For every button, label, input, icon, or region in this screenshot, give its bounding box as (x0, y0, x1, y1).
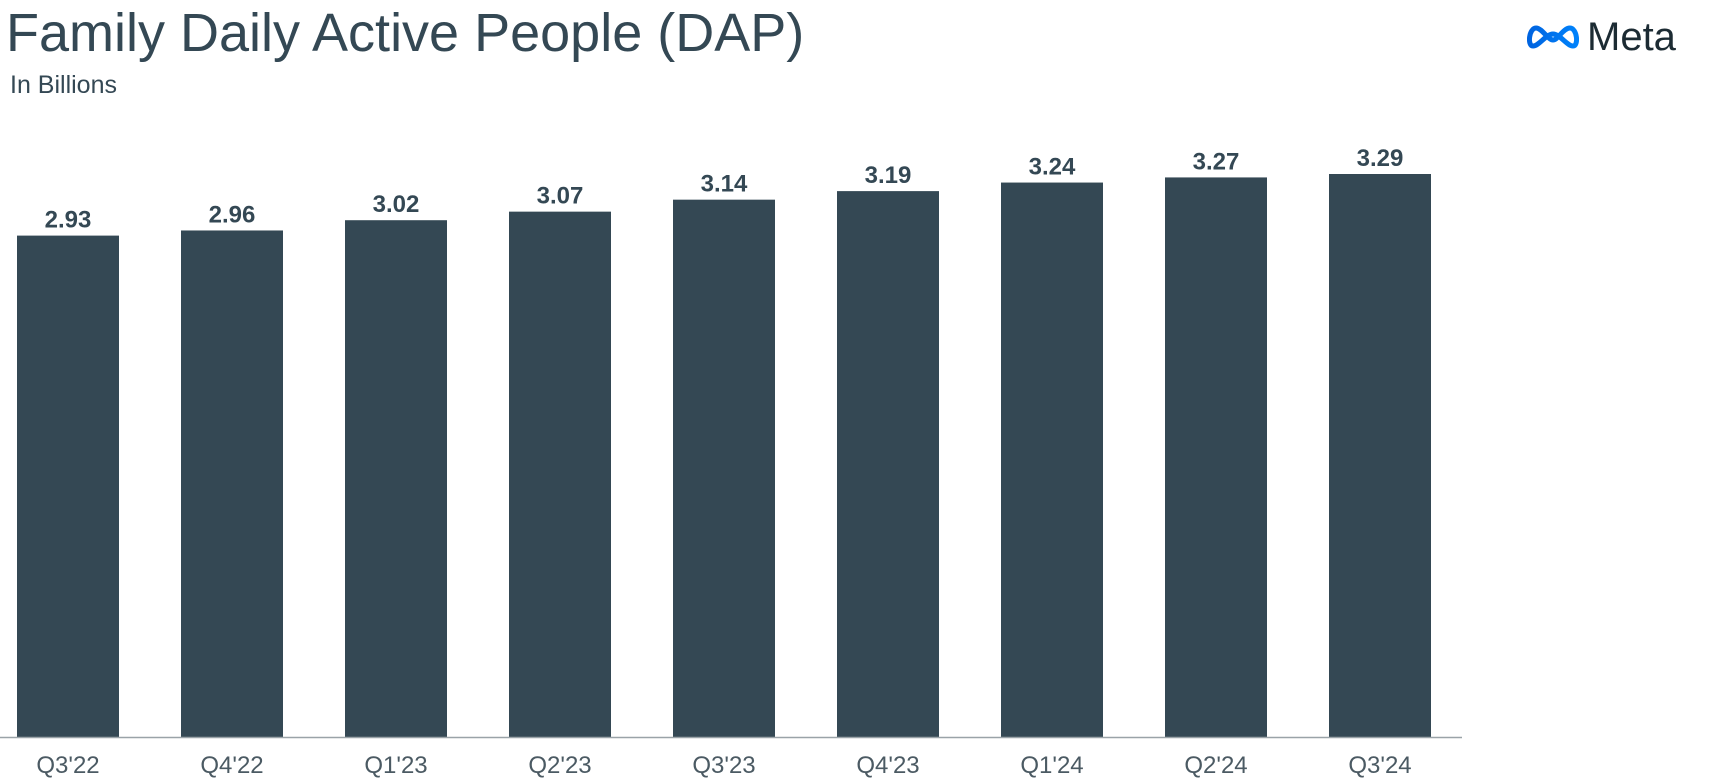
bar-Q4'23 (837, 191, 939, 738)
chart-subtitle: In Billions (10, 71, 117, 99)
x-tick-label: Q3'22 (36, 752, 99, 779)
x-tick-label: Q3'23 (692, 752, 755, 779)
meta-logo: Meta (1527, 12, 1703, 62)
bar-Q3'23 (673, 199, 775, 737)
bar-Q1'23 (345, 220, 447, 738)
value-label: 3.24 (1029, 154, 1076, 181)
x-tick-label: Q4'22 (200, 752, 263, 779)
meta-infinity-icon (1527, 22, 1579, 52)
x-tick-label: Q2'24 (1184, 752, 1247, 779)
chart-title: Family Daily Active People (DAP) (6, 3, 805, 63)
x-tick-label: Q1'23 (364, 752, 427, 779)
bar-Q4'22 (181, 230, 283, 737)
value-label: 2.93 (45, 207, 92, 234)
x-tick-labels-layer: Q3'22 Q4'22 Q1'23 Q2'23 Q3'23 Q4'23 Q1'24 Q2'24… (36, 752, 1411, 779)
bar-Q1'24 (1001, 182, 1103, 738)
value-label: 3.27 (1193, 148, 1240, 175)
bar-Q3'22 (17, 235, 119, 737)
meta-logo-text: Meta (1587, 15, 1676, 59)
value-label: 3.07 (537, 183, 584, 210)
value-label: 3.19 (865, 162, 912, 189)
bar-Q2'24 (1165, 177, 1267, 737)
x-tick-label: Q4'23 (856, 752, 919, 779)
x-tick-label: Q1'24 (1020, 752, 1083, 779)
value-label: 3.14 (701, 171, 748, 198)
bars-layer (17, 174, 1431, 738)
x-tick-label: Q2'23 (528, 752, 591, 779)
value-label: 2.96 (209, 201, 256, 228)
value-label: 3.29 (1357, 145, 1404, 172)
value-label: 3.02 (373, 191, 420, 218)
bar-Q2'23 (509, 211, 611, 738)
value-labels-layer: 2.93 2.96 3.02 3.07 3.14 3.19 3.24 3.27 3.29 (45, 145, 1404, 234)
x-tick-label: Q3'24 (1348, 752, 1411, 779)
bar-Q3'24 (1329, 174, 1431, 737)
